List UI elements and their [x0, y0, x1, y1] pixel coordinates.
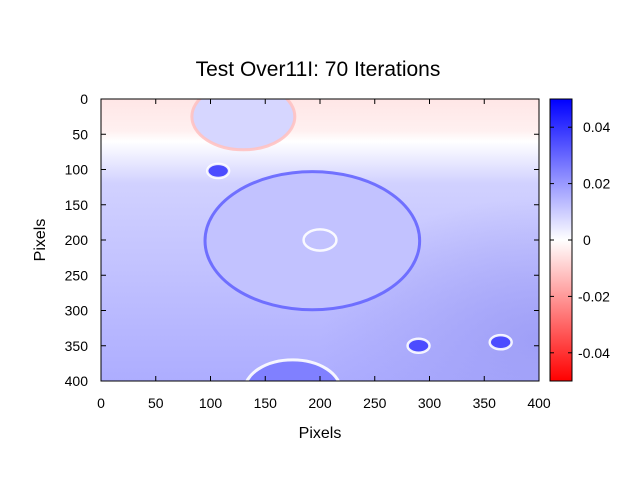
y-tick-label: 150 — [65, 197, 89, 213]
y-tick-label: 300 — [65, 303, 89, 319]
chart-title: Test Over11I: 70 Iterations — [196, 58, 441, 81]
colorbar-tick-label: -0.04 — [578, 345, 610, 361]
x-tick-label: 350 — [473, 395, 497, 411]
y-tick-label: 400 — [65, 373, 89, 389]
y-tick-label: 200 — [65, 232, 89, 248]
y-axis-label: Pixels — [32, 219, 49, 262]
heatmap-feature-bottom-circle — [245, 358, 340, 381]
y-tick-label: 50 — [72, 126, 88, 142]
x-tick-label: 400 — [527, 395, 551, 411]
heatmap-feature-small-blob-2 — [406, 337, 431, 355]
heatmap-feature-small-blob-1 — [205, 162, 231, 180]
y-axis: 0 50 100 150 200 250 300 350 400 — [65, 91, 539, 389]
colorbar-axis: 0.04 0.02 0 -0.02 -0.04 — [550, 119, 610, 361]
x-tick-label: 50 — [148, 395, 164, 411]
colorbar-tick-label: 0.04 — [583, 119, 610, 135]
y-tick-label: 0 — [80, 91, 88, 107]
y-tick-label: 350 — [65, 338, 89, 354]
y-tick-label: 100 — [65, 162, 89, 178]
x-tick-label: 200 — [308, 395, 332, 411]
heatmap-feature-top-circle — [190, 99, 297, 152]
y-tick-label: 250 — [65, 267, 89, 283]
x-tick-label: 100 — [199, 395, 223, 411]
colorbar-tick-label: -0.02 — [578, 288, 610, 304]
x-tick-label: 150 — [254, 395, 278, 411]
heatmap-feature-center-ring — [302, 228, 338, 252]
x-axis: 0 50 100 150 200 250 300 350 400 — [97, 99, 551, 411]
x-tick-label: 300 — [418, 395, 442, 411]
heatmap-feature-small-blob-3 — [488, 333, 513, 351]
colorbar-tick-label: 0 — [583, 232, 591, 248]
plot-area — [101, 99, 539, 381]
colorbar-tick-label: 0.02 — [583, 176, 610, 192]
x-tick-label: 250 — [363, 395, 387, 411]
x-tick-label: 0 — [97, 395, 105, 411]
x-axis-label: Pixels — [299, 425, 342, 442]
